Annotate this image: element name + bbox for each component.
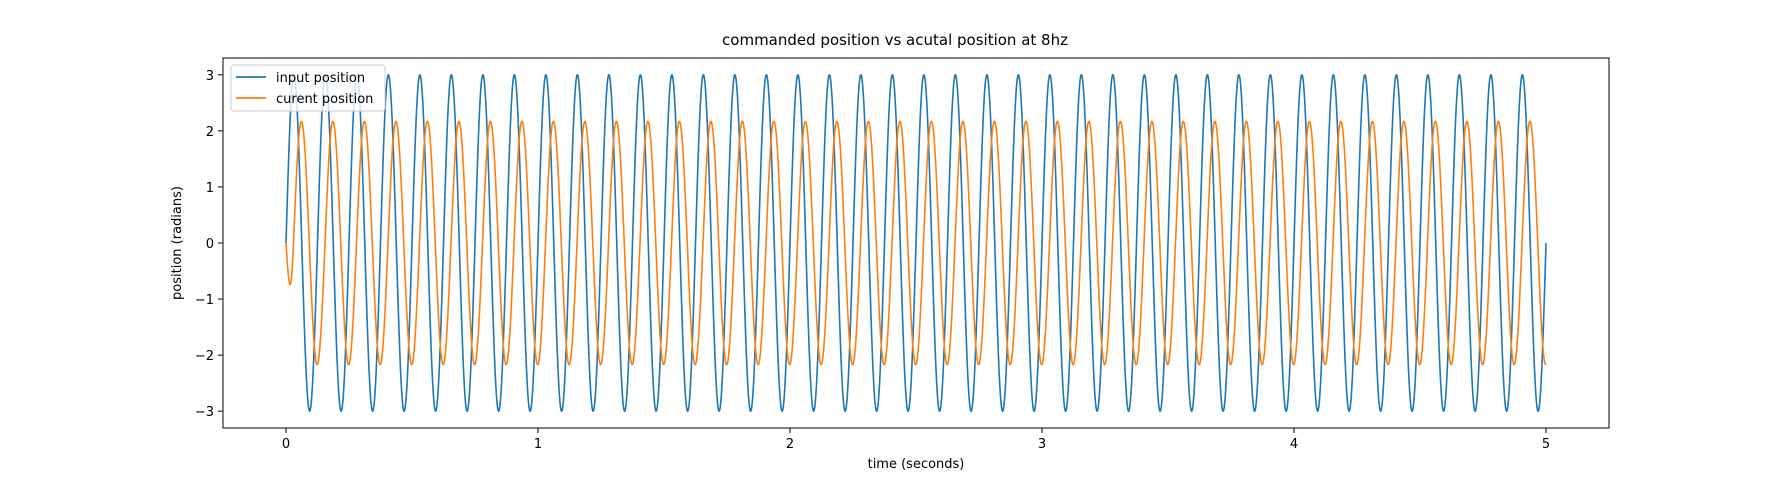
x-tick-label: 1: [534, 437, 542, 452]
y-tick-label: −3: [195, 405, 214, 420]
legend-box: [230, 64, 386, 112]
x-tick-label: 4: [1290, 437, 1298, 452]
legend: input position curent position: [230, 64, 386, 112]
x-tick-label: 3: [1038, 437, 1046, 452]
x-tick-label: 5: [1542, 437, 1550, 452]
legend-label: curent position: [276, 92, 373, 107]
y-tick-label: 3: [206, 69, 214, 84]
series-line-input-position: [285, 74, 1547, 412]
legend-label: input position: [276, 71, 365, 86]
x-axis: 0 1 2 3 4 5: [282, 428, 1550, 452]
plot-lines: [285, 74, 1547, 412]
y-tick-label: 2: [206, 125, 214, 140]
y-tick-label: −2: [195, 349, 214, 364]
chart-title: commanded position vs acutal position at…: [722, 31, 1068, 49]
y-tick-label: 1: [206, 181, 214, 196]
x-tick-label: 2: [786, 437, 794, 452]
y-tick-label: 0: [206, 237, 214, 252]
x-tick-label: 0: [282, 437, 290, 452]
y-tick-label: −1: [195, 293, 214, 308]
series-line-curent-position: [285, 120, 1547, 366]
x-axis-label: time (seconds): [868, 457, 965, 472]
y-axis-label: position (radians): [170, 186, 185, 300]
y-axis: −3 −2 −1 0 1 2 3: [195, 69, 223, 420]
